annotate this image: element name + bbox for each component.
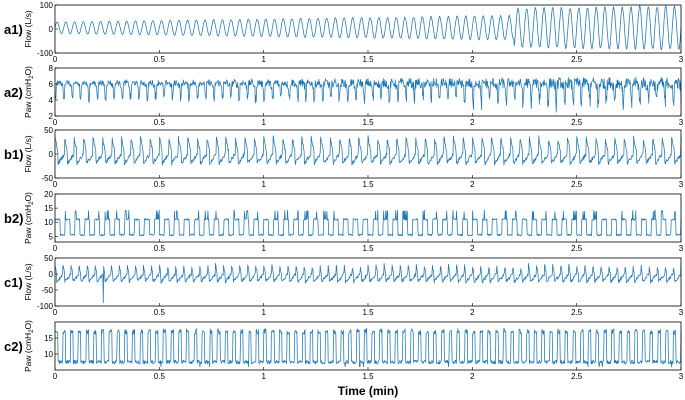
y-tick-label: 4: [49, 96, 54, 105]
y-axis-label: Paw (cmH2O): [23, 66, 35, 118]
y-tick-label: -100: [37, 302, 54, 311]
x-tick-label: 3: [679, 180, 684, 189]
x-tick-label: 1: [261, 55, 266, 64]
x-tick-label: 0.5: [154, 372, 166, 381]
panel-label: c2): [4, 339, 23, 354]
y-tick-label: 15: [44, 204, 53, 213]
y-tick-label: 0: [49, 25, 54, 34]
y-tick-label: 0: [49, 270, 54, 279]
panel-label: a1): [4, 22, 23, 37]
y-tick-label: -50: [41, 286, 53, 295]
y-tick-label: 20: [44, 190, 53, 199]
y-tick-label: 50: [44, 254, 53, 263]
y-tick-label: 5: [49, 232, 54, 241]
x-tick-label: 1.5: [362, 244, 374, 253]
panel-label: b2): [4, 211, 24, 226]
y-tick-label: 100: [40, 1, 54, 10]
x-tick-label: 0: [53, 118, 58, 127]
y-tick-label: 10: [44, 218, 53, 227]
x-tick-label: 1: [261, 118, 266, 127]
x-axis-label: Time (min): [338, 384, 398, 398]
plot-frame: [54, 67, 682, 117]
panel-c1: c1) Flow (L/s) -100 -50 0 50 0 0.5 1 1.5 2 2.5 3: [4, 254, 684, 317]
x-tick-label: 0: [53, 372, 58, 381]
series-line: [54, 76, 682, 113]
series-line: [54, 135, 682, 166]
y-tick-label: 50: [44, 126, 53, 135]
x-tick-label: 1: [261, 308, 266, 317]
panel-label: a2): [4, 85, 23, 100]
x-tick-label: 0.5: [154, 180, 166, 189]
x-tick-label: 2.5: [571, 118, 583, 127]
x-tick-label: 0: [53, 180, 58, 189]
x-tick-label: 1.5: [362, 308, 374, 317]
x-tick-label: 2.5: [571, 55, 583, 64]
x-tick-label: 1: [261, 372, 266, 381]
y-axis-label: Flow (L/s): [23, 135, 33, 172]
x-tick-label: 0.5: [154, 308, 166, 317]
x-tick-label: 0: [53, 55, 58, 64]
x-tick-label: 2: [470, 55, 475, 64]
y-tick-label: 8: [49, 64, 54, 73]
y-tick-label: 0: [49, 150, 54, 159]
panel-b2: b2) Paw (cmH2O) 5 10 15 20 0 0.5 1 1.5 2 2.5 3: [4, 190, 684, 253]
panel-label: c1): [4, 275, 23, 290]
x-tick-label: 0: [53, 244, 58, 253]
x-tick-label: 2: [470, 180, 475, 189]
x-tick-label: 1.5: [362, 55, 374, 64]
x-tick-label: 2: [470, 118, 475, 127]
series-line: [54, 263, 682, 304]
panel-c2: c2) Paw (cmH2O) 10 15 0 0.5 1 1.5 2 2.5 3 Time (min…: [4, 320, 684, 398]
y-tick-label: 2: [49, 112, 54, 121]
y-tick-label: -50: [41, 174, 53, 183]
series-line: [54, 328, 682, 368]
x-tick-label: 1.5: [362, 118, 374, 127]
x-tick-label: 3: [679, 308, 684, 317]
y-axis-label: Paw (cmH2O): [23, 320, 35, 372]
x-tick-label: 2.5: [571, 372, 583, 381]
y-tick-label: 15: [44, 334, 53, 343]
y-tick-label: 6: [49, 80, 54, 89]
x-tick-label: 3: [679, 372, 684, 381]
x-tick-label: 1.5: [362, 180, 374, 189]
y-tick-label: 10: [44, 350, 53, 359]
x-tick-label: 3: [679, 118, 684, 127]
x-tick-label: 3: [679, 55, 684, 64]
series-line: [54, 209, 682, 237]
x-tick-label: 1: [261, 244, 266, 253]
y-axis-label: Flow (L/s): [23, 263, 33, 300]
x-tick-label: 3: [679, 244, 684, 253]
y-axis-label: Flow (L/s): [23, 10, 33, 47]
x-tick-label: 0.5: [154, 118, 166, 127]
x-tick-label: 2: [470, 372, 475, 381]
series-line: [54, 5, 682, 51]
x-tick-label: 1: [261, 180, 266, 189]
x-tick-label: 2.5: [571, 308, 583, 317]
panel-a2: a2) Paw (cmH2O) 2 4 6 8 0 0.5 1 1.5 2 2.5 3: [4, 64, 684, 127]
panel-label: b1): [4, 147, 24, 162]
x-tick-label: 2: [470, 308, 475, 317]
x-tick-label: 0.5: [154, 244, 166, 253]
x-tick-label: 0: [53, 308, 58, 317]
x-tick-label: 2.5: [571, 244, 583, 253]
y-axis-label: Paw (cmH2O): [23, 192, 35, 244]
x-tick-label: 2.5: [571, 180, 583, 189]
x-tick-label: 1.5: [362, 372, 374, 381]
x-tick-label: 2: [470, 244, 475, 253]
y-tick-label: -100: [37, 49, 54, 58]
x-tick-label: 0.5: [154, 55, 166, 64]
